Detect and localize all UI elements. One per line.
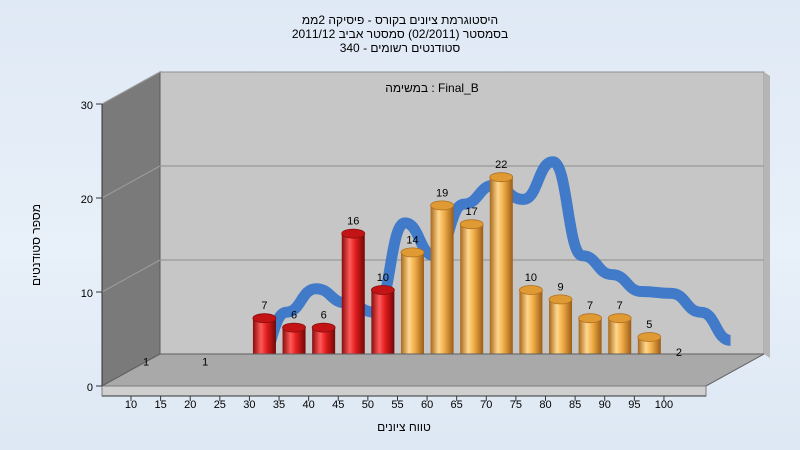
data-label: 1 [202, 357, 208, 369]
x-tick-label: 70 [480, 399, 492, 411]
gridline-side [101, 71, 161, 105]
y-tick-label: 30 [81, 100, 93, 112]
x-tick-label: 60 [421, 399, 433, 411]
data-label: 17 [466, 206, 478, 218]
data-label: 9 [557, 281, 563, 293]
y-axis-label: מספר סטודנטים [29, 204, 43, 286]
x-tick-label: 25 [214, 399, 226, 411]
data-label: 19 [436, 187, 448, 199]
y-tick-label: 0 [87, 382, 93, 394]
x-tick-label: 85 [569, 399, 581, 411]
y-tick-label: 10 [81, 288, 93, 300]
chart-title-line-3: סטודנטים רשומים - 340 [340, 41, 461, 55]
data-label: 6 [321, 310, 327, 322]
y-tick-label: 20 [81, 194, 93, 206]
chart-subtitle: במשימה : Final_B [385, 81, 479, 95]
chart-title-line-1: היסטוגרמת ציונים בקורס - פיסיקה 2ממ [302, 13, 498, 27]
data-label: 7 [587, 300, 593, 312]
x-tick-label: 95 [628, 399, 640, 411]
x-tick-label: 90 [599, 399, 611, 411]
data-label: 1 [143, 357, 149, 369]
floor-front-edge [101, 385, 707, 397]
data-label: 10 [377, 272, 389, 284]
x-tick-label: 65 [451, 399, 463, 411]
data-label: 2 [676, 347, 682, 359]
wall-edge [764, 72, 770, 358]
x-axis-label: טווח ציונים [377, 420, 431, 434]
x-tick-label: 75 [510, 399, 522, 411]
gridline-side [101, 259, 161, 293]
x-tick-label: 100 [655, 399, 673, 411]
x-tick-label: 40 [303, 399, 315, 411]
x-tick-label: 20 [184, 399, 196, 411]
x-tick-label: 30 [243, 399, 255, 411]
gridline-side [101, 165, 161, 199]
data-label: 7 [261, 300, 267, 312]
x-tick-label: 35 [273, 399, 285, 411]
x-tick-label: 55 [391, 399, 403, 411]
x-tick-label: 15 [154, 399, 166, 411]
x-tick-label: 10 [125, 399, 137, 411]
data-label: 5 [646, 319, 652, 331]
chart-title-line-2: בסמסטר (02/2011) סמסטר אביב 2011/12 [292, 27, 508, 41]
x-tick-label: 45 [332, 399, 344, 411]
data-label: 14 [406, 234, 418, 246]
side-wall [101, 71, 161, 387]
data-label: 6 [291, 310, 297, 322]
x-tick-label: 50 [362, 399, 374, 411]
data-label: 10 [525, 272, 537, 284]
data-label: 7 [617, 300, 623, 312]
data-label: 16 [347, 216, 359, 228]
x-tick-label: 80 [539, 399, 551, 411]
data-label: 22 [495, 159, 507, 171]
